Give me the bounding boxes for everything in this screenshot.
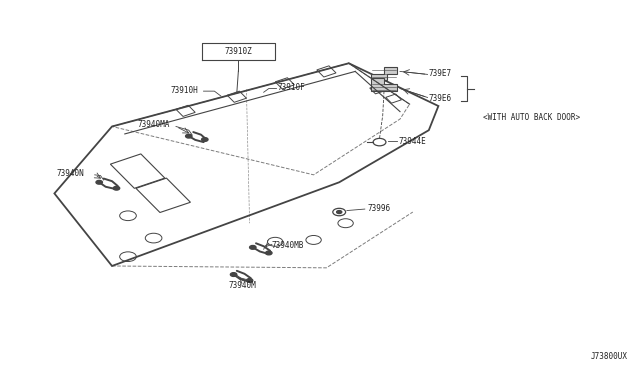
- Text: 73940MB: 73940MB: [271, 241, 304, 250]
- Circle shape: [202, 138, 208, 141]
- Text: 73940N: 73940N: [57, 169, 84, 178]
- Text: 73996: 73996: [367, 204, 390, 213]
- Circle shape: [337, 211, 342, 214]
- Text: J73800UX: J73800UX: [590, 352, 627, 361]
- Text: 739E6: 739E6: [429, 94, 452, 103]
- Circle shape: [250, 246, 256, 249]
- Circle shape: [113, 186, 120, 190]
- Circle shape: [96, 180, 102, 184]
- Text: 73910F: 73910F: [278, 83, 305, 92]
- Polygon shape: [371, 78, 397, 91]
- Text: 73944E: 73944E: [399, 137, 426, 146]
- Circle shape: [266, 251, 272, 255]
- Text: 73940M: 73940M: [228, 281, 256, 290]
- Text: <WITH AUTO BACK DOOR>: <WITH AUTO BACK DOOR>: [483, 113, 580, 122]
- Circle shape: [230, 273, 237, 276]
- Circle shape: [246, 279, 253, 282]
- Polygon shape: [371, 67, 397, 80]
- Circle shape: [186, 134, 192, 138]
- Text: 73910Z: 73910Z: [225, 46, 252, 56]
- Text: 73940MA: 73940MA: [137, 120, 170, 129]
- Text: 739E7: 739E7: [429, 69, 452, 78]
- Text: 73910H: 73910H: [171, 86, 198, 95]
